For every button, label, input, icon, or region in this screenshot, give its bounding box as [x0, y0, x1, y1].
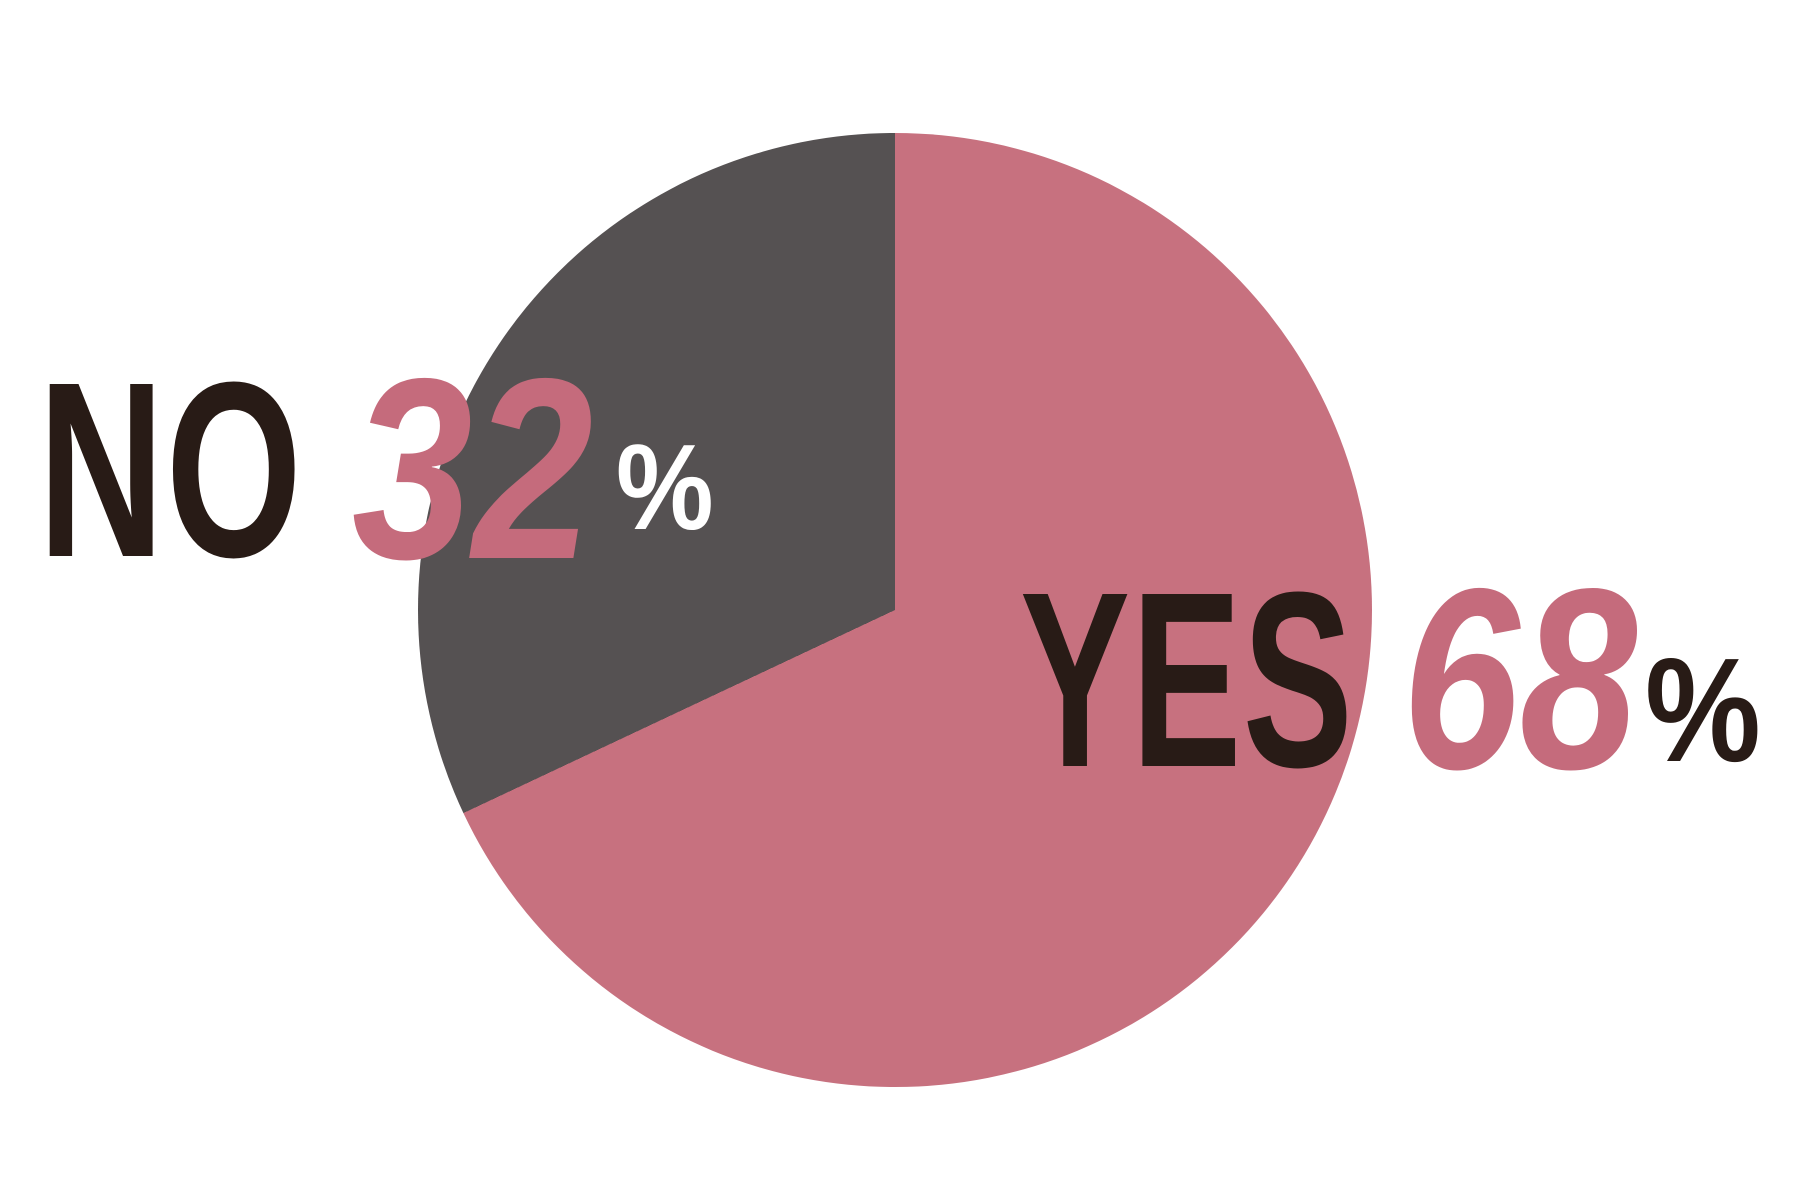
- yes-slice-percent-sign: %: [1645, 628, 1761, 793]
- yes-slice-value: 68: [1402, 534, 1638, 823]
- no-slice-value: 32: [352, 324, 594, 613]
- no-slice-percent-sign: %: [616, 419, 714, 555]
- yes-slice-label: YES: [1020, 540, 1355, 819]
- pie-chart: [418, 133, 1372, 1087]
- no-slice-label: NO: [38, 330, 304, 609]
